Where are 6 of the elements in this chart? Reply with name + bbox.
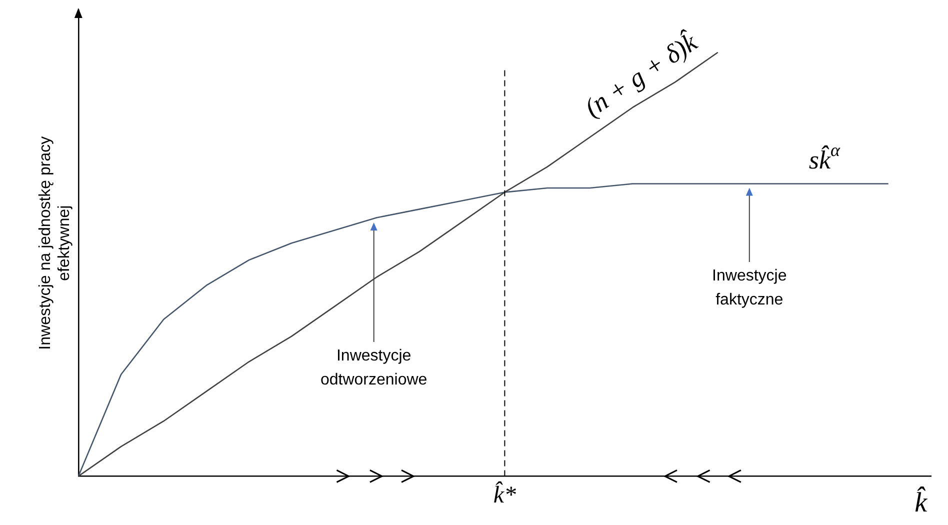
- text: (n + g + δ)k̂: [578, 26, 703, 122]
- annotation: Inwestycje faktyczne: [712, 267, 787, 308]
- annotation: Inwestycje odtworzeniowe: [320, 347, 428, 388]
- text: k̂*: [493, 480, 516, 509]
- x-axis-title: k̂: [914, 486, 928, 519]
- y-axis-title: Inwestycje na jednostkę pracy efektywnej: [37, 136, 74, 350]
